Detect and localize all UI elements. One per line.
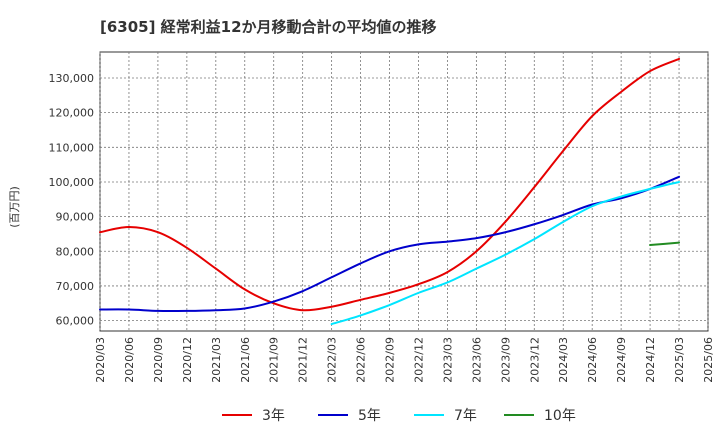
y-tick-label: 130,000: [49, 72, 95, 85]
y-tick-label: 110,000: [49, 141, 95, 154]
x-tick-label: 2020/03: [94, 337, 107, 383]
x-tick-label: 2020/09: [152, 337, 165, 383]
y-tick-label: 60,000: [56, 315, 95, 328]
x-tick-label: 2023/06: [470, 337, 483, 383]
x-tick-label: 2022/09: [384, 337, 397, 383]
x-tick-label: 2021/09: [268, 337, 281, 383]
plot-area: [99, 51, 709, 332]
x-tick-label: 2021/06: [239, 337, 252, 383]
plot-frame: [99, 51, 709, 332]
x-tick-label: 2020/12: [181, 337, 194, 383]
x-tick-label: 2023/03: [441, 337, 454, 383]
y-tick-label: 90,000: [56, 211, 95, 224]
x-tick-label: 2023/09: [499, 337, 512, 383]
y-tick-label: 70,000: [56, 280, 95, 293]
y-axis-ticks: 60,000 70,000 80,000 90,000 100,000 110,000 12…: [49, 72, 95, 328]
x-tick-label: 2024/09: [615, 337, 628, 383]
legend-label: 7年: [454, 408, 477, 424]
x-tick-label: 2022/12: [412, 337, 425, 383]
x-tick-label: 2022/06: [355, 337, 368, 383]
series-line-3: [330, 180, 681, 326]
x-tick-label: 2024/12: [644, 337, 657, 383]
x-axis-ticks: 2020/03 2020/06 2020/09 2020/12 2021/03 2021/…: [94, 337, 715, 383]
y-tick-label: 120,000: [49, 107, 95, 120]
series-line-1: [99, 57, 681, 312]
grid-lines: [99, 52, 709, 331]
x-tick-label: 2023/12: [528, 337, 541, 383]
series-line-2: [99, 175, 681, 313]
x-tick-label: 2021/12: [297, 337, 310, 383]
x-tick-label: 2022/03: [326, 337, 339, 383]
x-tick-label: 2020/06: [123, 337, 136, 383]
x-tick-label: 2025/03: [673, 337, 686, 383]
x-tick-label: 2024/03: [557, 337, 570, 383]
y-tick-label: 100,000: [49, 176, 95, 189]
legend: 3年 5年 7年 10年: [222, 408, 576, 424]
y-axis-label: (百万円): [8, 186, 21, 228]
x-tick-label: 2024/06: [586, 337, 599, 383]
series-line-4: [649, 241, 681, 247]
y-tick-label: 80,000: [56, 245, 95, 258]
legend-label: 3年: [262, 408, 285, 424]
chart-title: [6305] 経常利益12か月移動合計の平均値の推移: [100, 18, 437, 36]
series-group: [99, 57, 681, 326]
legend-label: 5年: [358, 408, 381, 424]
legend-label: 10年: [544, 408, 576, 424]
x-tick-label: 2025/06: [702, 337, 715, 383]
x-tick-label: 2021/03: [210, 337, 223, 383]
